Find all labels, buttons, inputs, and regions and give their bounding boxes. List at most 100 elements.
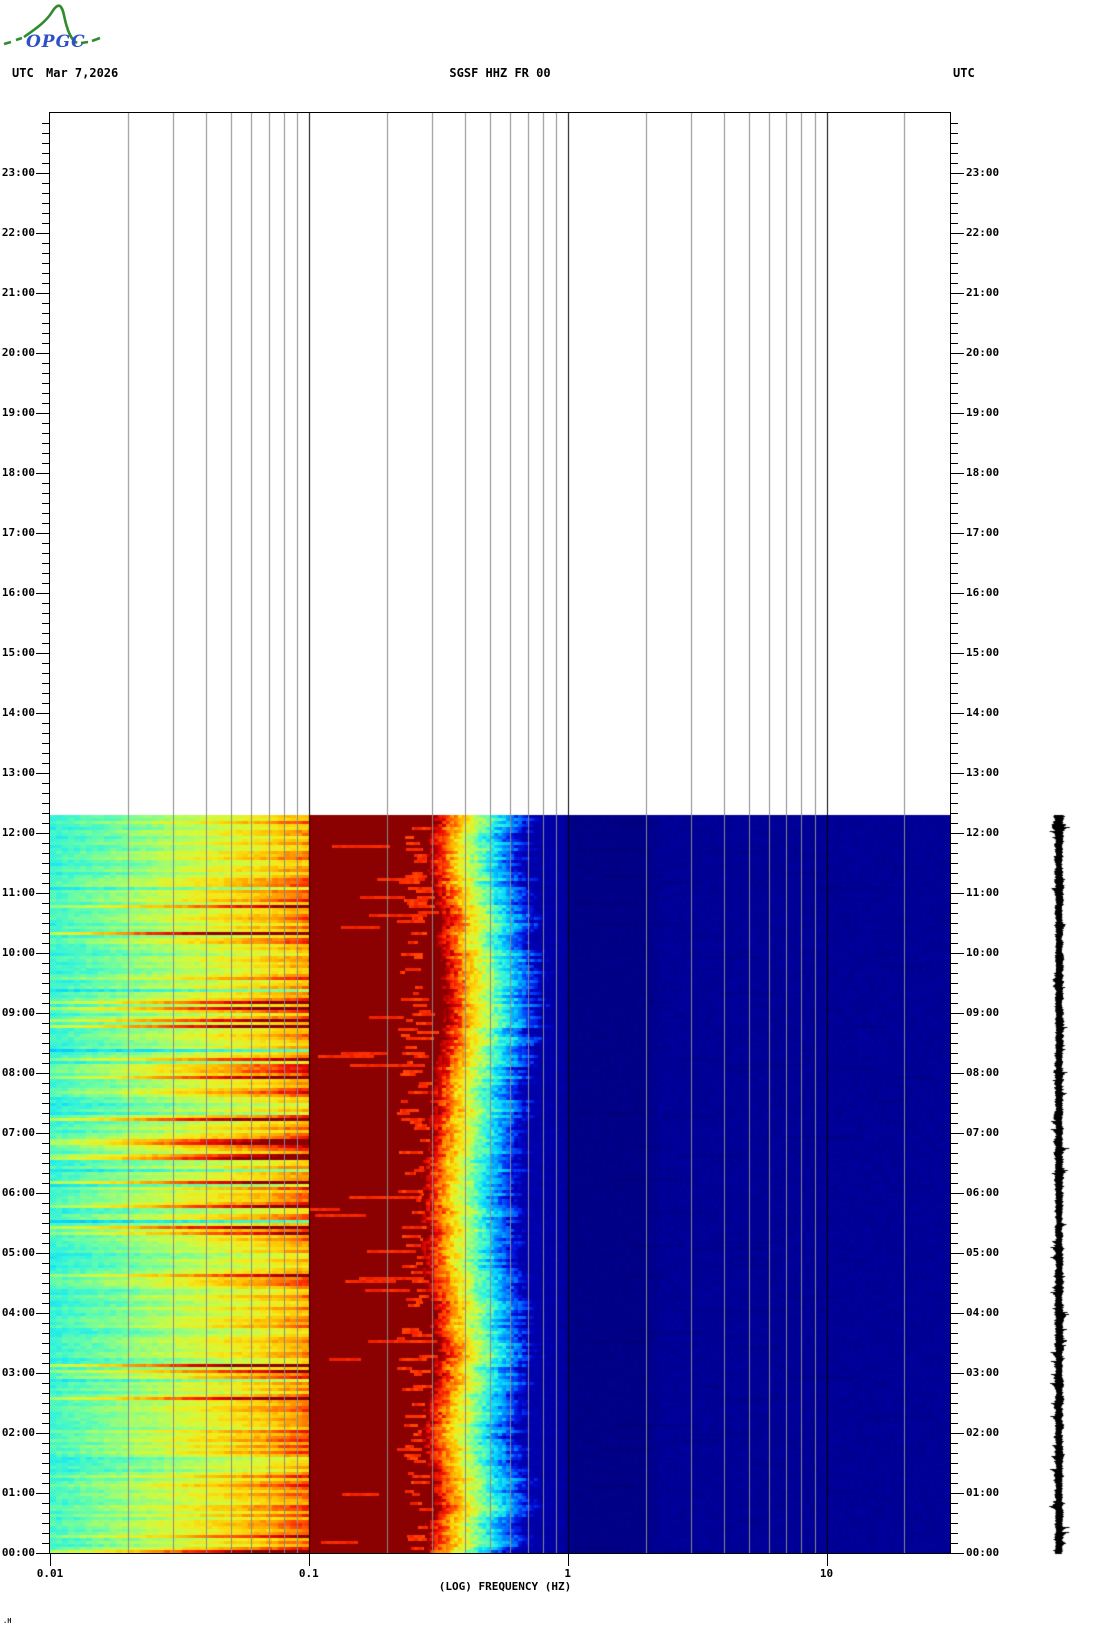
y-minor-tick-right <box>951 1323 958 1324</box>
y-minor-tick-right <box>951 1523 958 1524</box>
y-minor-tick-left <box>42 203 49 204</box>
y-major-tick-left <box>36 293 49 294</box>
y-major-tick-left <box>36 1313 49 1314</box>
y-minor-tick-left <box>42 613 49 614</box>
y-major-tick-right <box>951 533 964 534</box>
y-minor-tick-right <box>951 1233 958 1234</box>
y-minor-tick-left <box>42 133 49 134</box>
y-minor-tick-left <box>42 393 49 394</box>
y-minor-tick-left <box>42 643 49 644</box>
y-minor-tick-right <box>951 673 958 674</box>
y-major-tick-right <box>951 1373 964 1374</box>
y-minor-tick-right <box>951 1423 958 1424</box>
y-minor-tick-left <box>42 1473 49 1474</box>
y-minor-tick-right <box>951 1273 958 1274</box>
spectrogram-plot <box>49 112 951 1554</box>
y-minor-tick-left <box>42 223 49 224</box>
y-minor-tick-left <box>42 433 49 434</box>
y-minor-tick-right <box>951 603 958 604</box>
y-tick-label-left: 00:00 <box>1 1546 35 1559</box>
y-minor-tick-left <box>42 733 49 734</box>
y-minor-tick-right <box>951 1333 958 1334</box>
y-minor-tick-left <box>42 1443 49 1444</box>
y-tick-label-right: 05:00 <box>966 1246 1000 1259</box>
y-minor-tick-left <box>42 1223 49 1224</box>
y-minor-tick-right <box>951 333 958 334</box>
y-minor-tick-right <box>951 993 958 994</box>
y-minor-tick-left <box>42 573 49 574</box>
y-minor-tick-right <box>951 1363 958 1364</box>
y-major-tick-left <box>36 1013 49 1014</box>
y-tick-label-left: 21:00 <box>1 286 35 299</box>
y-minor-tick-right <box>951 273 958 274</box>
y-minor-tick-left <box>42 373 49 374</box>
y-minor-tick-left <box>42 633 49 634</box>
y-tick-label-left: 10:00 <box>1 946 35 959</box>
y-major-tick-left <box>36 773 49 774</box>
y-minor-tick-left <box>42 323 49 324</box>
y-minor-tick-right <box>951 1093 958 1094</box>
y-minor-tick-left <box>42 1413 49 1414</box>
y-minor-tick-right <box>951 613 958 614</box>
y-minor-tick-right <box>951 423 958 424</box>
y-minor-tick-right <box>951 213 958 214</box>
opgc-logo: OPGC <box>3 4 101 52</box>
y-minor-tick-right <box>951 483 958 484</box>
y-tick-label-right: 20:00 <box>966 346 1000 359</box>
y-minor-tick-right <box>951 1403 958 1404</box>
y-minor-tick-left <box>42 1383 49 1384</box>
y-minor-tick-right <box>951 933 958 934</box>
y-minor-tick-right <box>951 563 958 564</box>
y-minor-tick-right <box>951 463 958 464</box>
y-minor-tick-left <box>42 523 49 524</box>
y-minor-tick-left <box>42 1523 49 1524</box>
y-minor-tick-right <box>951 1343 958 1344</box>
y-minor-tick-right <box>951 703 958 704</box>
plot-title: SGSF HHZ FR 00 <box>449 66 551 80</box>
y-minor-tick-right <box>951 1143 958 1144</box>
y-minor-tick-left <box>42 1483 49 1484</box>
y-minor-tick-right <box>951 843 958 844</box>
y-minor-tick-right <box>951 853 958 854</box>
y-major-tick-right <box>951 473 964 474</box>
y-minor-tick-left <box>42 283 49 284</box>
y-tick-label-right: 07:00 <box>966 1126 1000 1139</box>
y-minor-tick-right <box>951 453 958 454</box>
y-minor-tick-left <box>42 1463 49 1464</box>
x-tick <box>50 1554 51 1566</box>
y-major-tick-right <box>951 593 964 594</box>
y-minor-tick-right <box>951 143 958 144</box>
y-minor-tick-left <box>42 1033 49 1034</box>
y-minor-tick-right <box>951 1303 958 1304</box>
y-minor-tick-right <box>951 1023 958 1024</box>
y-minor-tick-left <box>42 703 49 704</box>
y-minor-tick-right <box>951 323 958 324</box>
y-minor-tick-right <box>951 1393 958 1394</box>
y-minor-tick-right <box>951 1183 958 1184</box>
y-tick-label-right: 03:00 <box>966 1366 1000 1379</box>
y-minor-tick-left <box>42 913 49 914</box>
y-minor-tick-left <box>42 1423 49 1424</box>
y-minor-tick-right <box>951 1533 958 1534</box>
y-minor-tick-right <box>951 733 958 734</box>
y-minor-tick-left <box>42 553 49 554</box>
y-minor-tick-left <box>42 1293 49 1294</box>
y-minor-tick-right <box>951 1463 958 1464</box>
y-minor-tick-left <box>42 1023 49 1024</box>
y-minor-tick-right <box>951 903 958 904</box>
y-minor-tick-left <box>42 683 49 684</box>
y-major-tick-left <box>36 593 49 594</box>
y-major-tick-right <box>951 953 964 954</box>
y-tick-label-left: 22:00 <box>1 226 35 239</box>
y-minor-tick-right <box>951 1113 958 1114</box>
y-major-tick-right <box>951 1193 964 1194</box>
date-label: Mar 7,2026 <box>46 66 119 80</box>
y-minor-tick-left <box>42 363 49 364</box>
y-minor-tick-right <box>951 1203 958 1204</box>
y-minor-tick-left <box>42 1533 49 1534</box>
y-minor-tick-left <box>42 343 49 344</box>
y-minor-tick-right <box>951 523 958 524</box>
y-major-tick-right <box>951 233 964 234</box>
y-minor-tick-left <box>42 993 49 994</box>
y-major-tick-left <box>36 893 49 894</box>
